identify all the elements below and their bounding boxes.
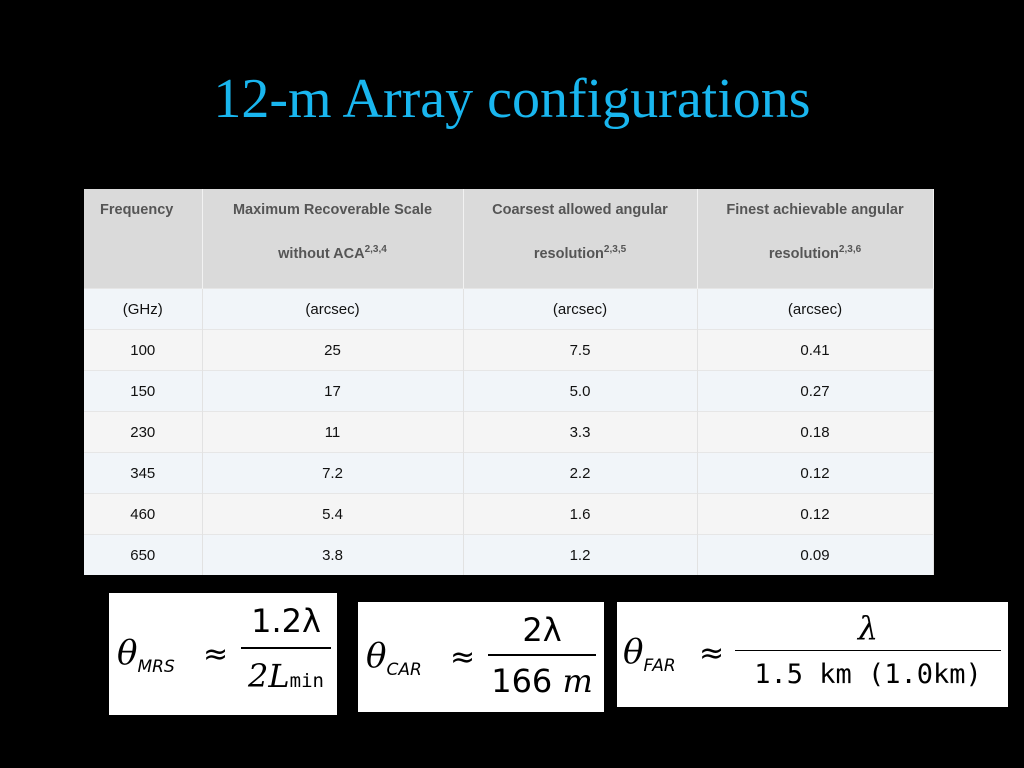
table-cell: 0.12 [697, 452, 934, 494]
table-cell: 150 [84, 370, 203, 412]
table-cell: 5.0 [463, 370, 698, 412]
slide-title: 12-m Array configurations [213, 68, 811, 130]
header-max-recoverable-scale: Maximum Recoverable Scale without ACA2,3… [202, 189, 464, 289]
table-row: 150 17 5.0 0.27 [84, 370, 934, 412]
formula-car: θCAR ≈ 2λ 166 m [358, 602, 604, 712]
denominator: 166 m [491, 662, 593, 700]
table-cell: 345 [84, 452, 203, 494]
fraction-bar [241, 647, 331, 649]
table-cell: 0.09 [697, 534, 934, 575]
table-cell: (GHz) [84, 288, 203, 330]
table-row: 100 25 7.5 0.41 [84, 329, 934, 371]
table-cell: 2.2 [463, 452, 698, 494]
table-cell: 0.12 [697, 493, 934, 535]
table-cell: 3.8 [202, 534, 464, 575]
array-config-table: Frequency Maximum Recoverable Scale with… [84, 189, 934, 575]
numerator: λ [857, 609, 879, 647]
table-cell: 7.2 [202, 452, 464, 494]
theta-symbol: θ [366, 636, 387, 676]
table-row: 230 11 3.3 0.18 [84, 411, 934, 453]
theta-symbol: θ [623, 632, 644, 672]
table-cell: 17 [202, 370, 464, 412]
table-cell: 25 [202, 329, 464, 371]
formula-subscript: MRS [137, 657, 175, 677]
table-cell: 11 [202, 411, 464, 453]
fraction-bar [735, 650, 1001, 651]
header-coarsest-resolution: Coarsest allowed angular resolution2,3,5 [463, 189, 698, 289]
table-row: 650 3.8 1.2 0.09 [84, 534, 934, 575]
formula-subscript: CAR [386, 660, 422, 680]
formula-far: θFAR ≈ λ 1.5 km (1.0km) [617, 602, 1008, 707]
table-cell: 0.41 [697, 329, 934, 371]
table-cell: 100 [84, 329, 203, 371]
table-cell: 7.5 [463, 329, 698, 371]
table-cell: 0.27 [697, 370, 934, 412]
approx-symbol: ≈ [450, 640, 476, 675]
formula-mrs: θMRS ≈ 1.2λ 2Lmin [109, 593, 337, 715]
table-header-row: Frequency Maximum Recoverable Scale with… [84, 189, 934, 289]
approx-symbol: ≈ [699, 636, 725, 671]
table-cell: 3.3 [463, 411, 698, 453]
theta-symbol: θ [117, 633, 138, 673]
table-cell: 1.2 [463, 534, 698, 575]
table-cell: (arcsec) [697, 288, 934, 330]
table-cell: 1.6 [463, 493, 698, 535]
table-row: 460 5.4 1.6 0.12 [84, 493, 934, 535]
table-row: 345 7.2 2.2 0.12 [84, 452, 934, 494]
fraction-bar [488, 654, 596, 656]
fraction: 1.2λ 2Lmin [241, 601, 331, 702]
table-row-units: (GHz) (arcsec) (arcsec) (arcsec) [84, 288, 934, 330]
fraction: λ 1.5 km (1.0km) [735, 608, 1001, 697]
denominator: 1.5 km (1.0km) [754, 659, 982, 690]
table-cell: (arcsec) [202, 288, 464, 330]
header-finest-resolution: Finest achievable angular resolution2,3,… [697, 189, 934, 289]
numerator: 2λ [522, 611, 562, 649]
numerator: 1.2λ [251, 602, 321, 640]
denominator: 2Lmin [248, 657, 324, 695]
approx-symbol: ≈ [203, 637, 229, 672]
table-cell: 460 [84, 493, 203, 535]
table-cell: 0.18 [697, 411, 934, 453]
table-cell: 650 [84, 534, 203, 575]
table-cell: 230 [84, 411, 203, 453]
fraction: 2λ 166 m [488, 610, 596, 702]
header-frequency: Frequency [84, 189, 203, 289]
formula-subscript: FAR [643, 656, 676, 676]
table-cell: (arcsec) [463, 288, 698, 330]
table-cell: 5.4 [202, 493, 464, 535]
